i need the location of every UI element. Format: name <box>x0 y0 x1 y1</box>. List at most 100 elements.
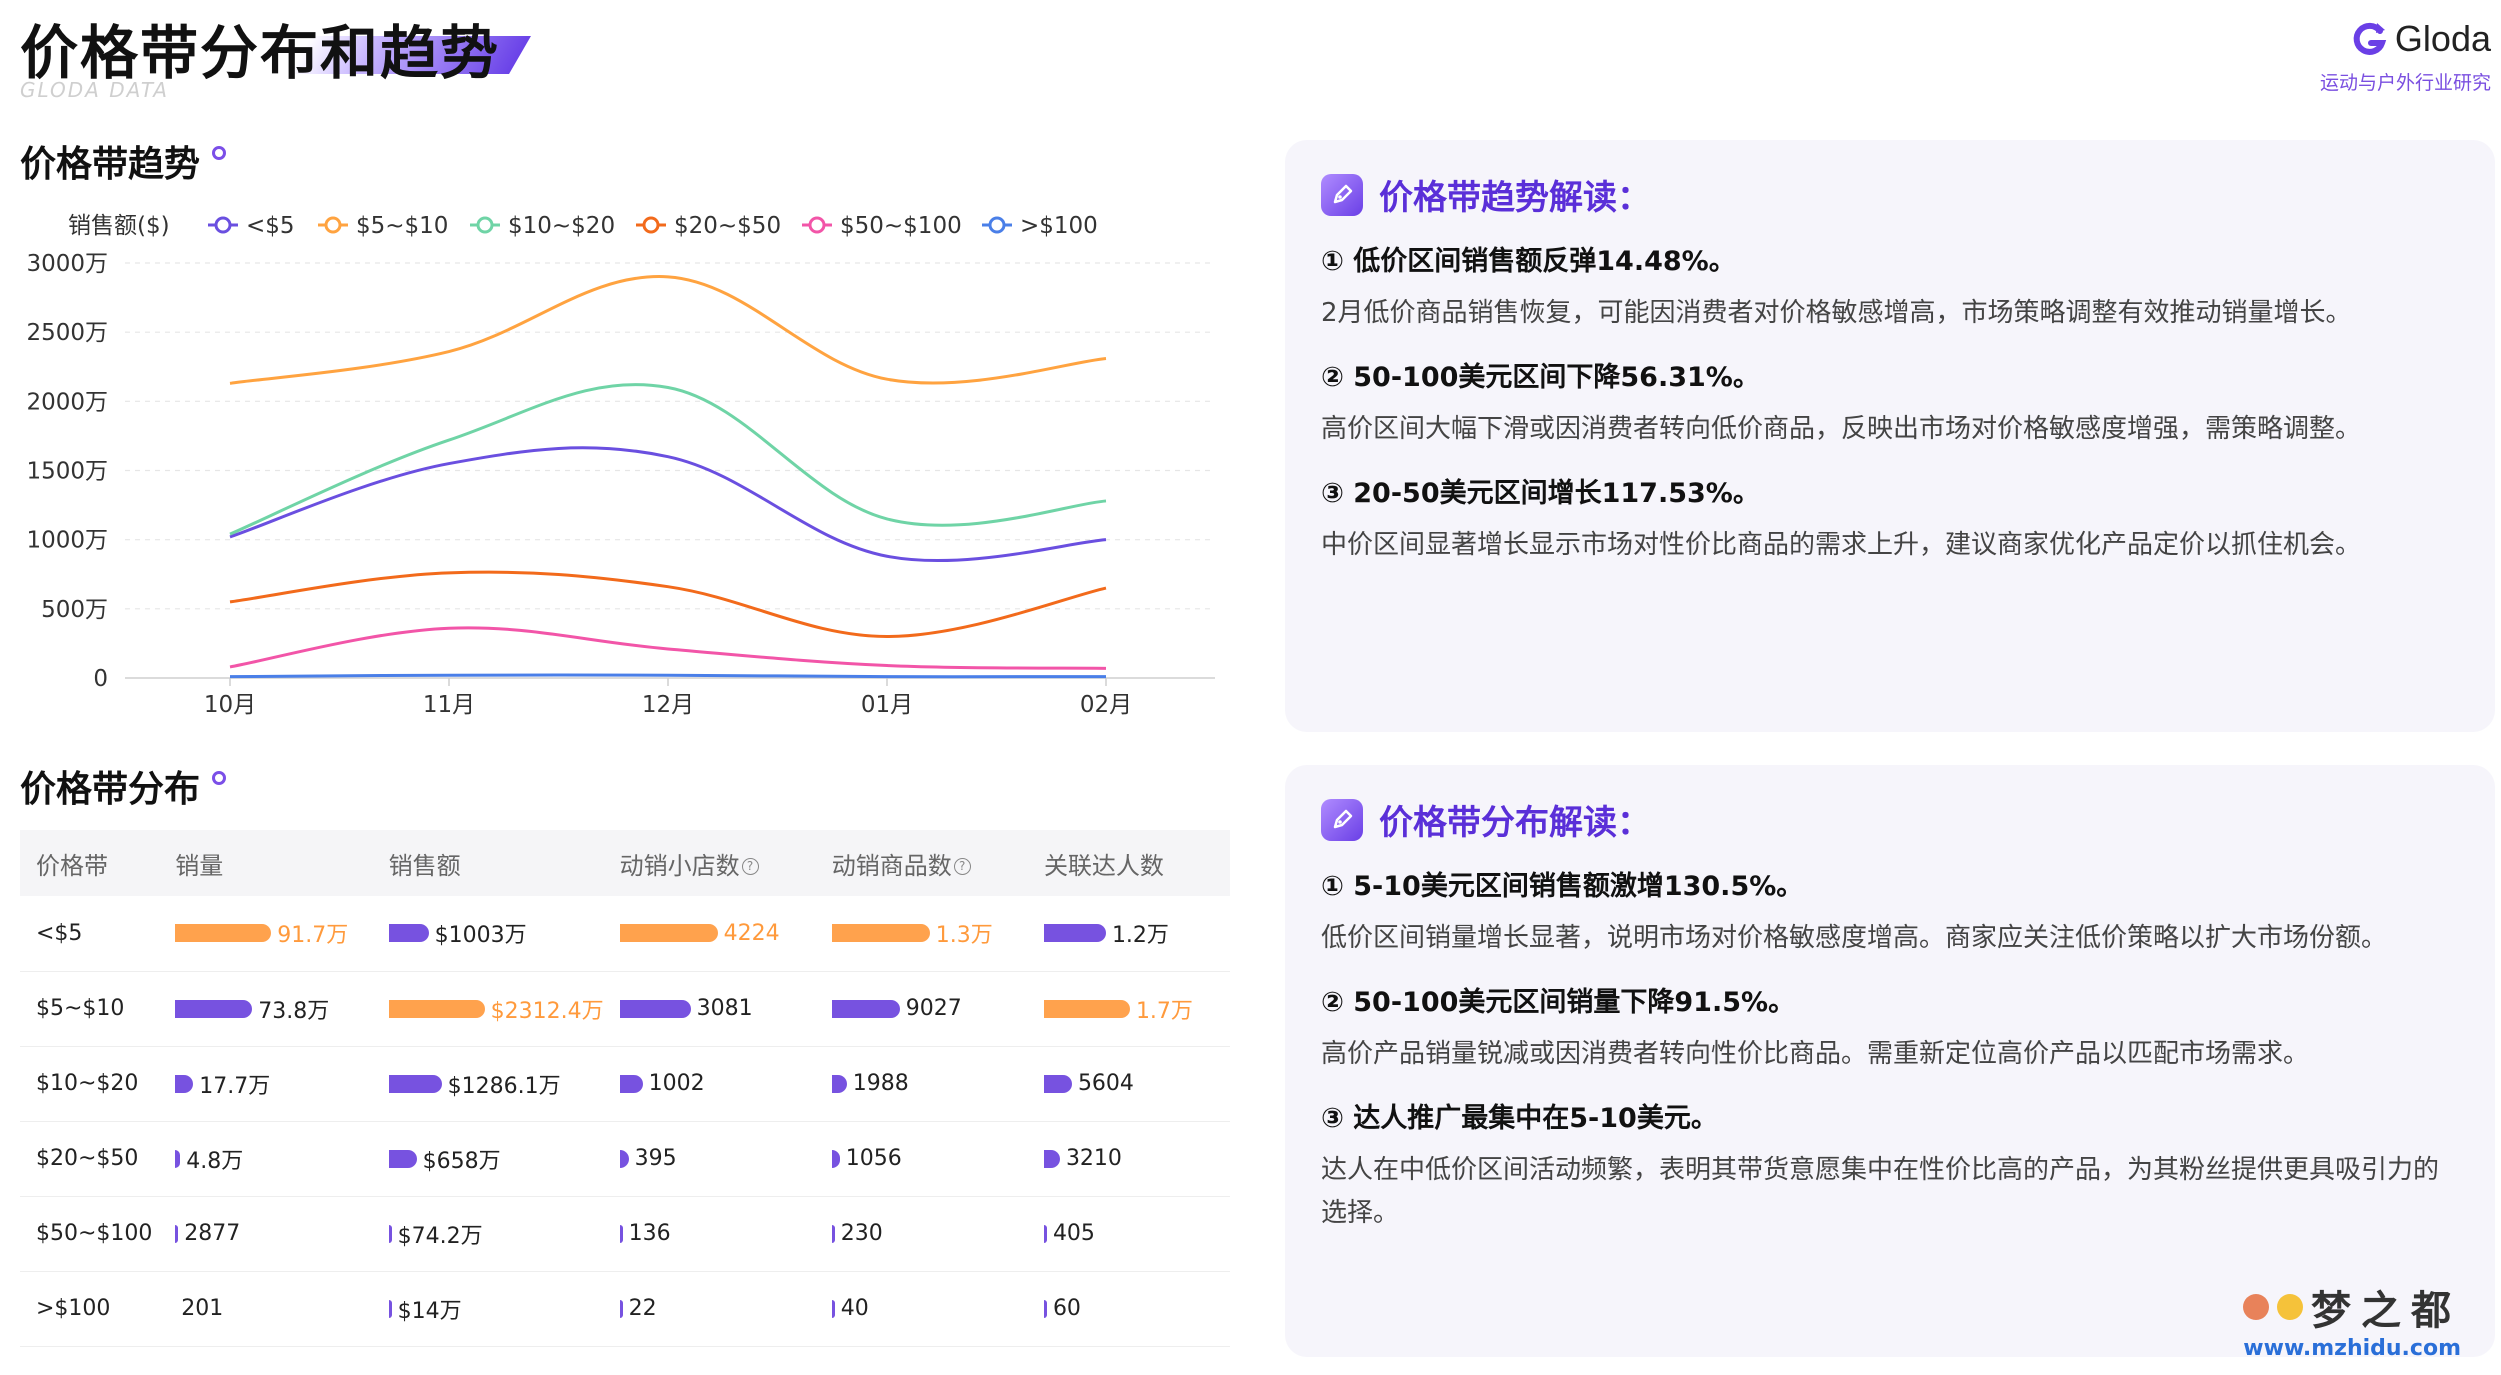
value-bar <box>619 999 691 1018</box>
page-title: 价格带分布和趋势 <box>20 19 501 87</box>
value-cell: 201 <box>159 1271 373 1347</box>
table-row: >$100 201 $14万 22 40 60 <box>20 1271 1230 1347</box>
legend-label: $50~$100 <box>840 213 962 239</box>
info-icon[interactable]: ? <box>741 858 759 875</box>
value-cell: 395 <box>603 1121 816 1197</box>
legend-marker <box>476 216 494 234</box>
value-label: $1003万 <box>434 923 527 949</box>
value-label: 4224 <box>723 920 780 946</box>
watermark-url: www.mzhidu.com <box>2243 1336 2461 1361</box>
value-label: 91.7万 <box>277 923 349 949</box>
x-tick-label: 12月 <box>642 692 694 718</box>
series-line <box>229 570 1107 639</box>
table-row: $50~$100 2877 $74.2万 136 230 405 <box>20 1196 1230 1272</box>
series-line <box>229 673 1107 679</box>
value-bar <box>1043 1299 1047 1318</box>
value-cell: 4.8万 <box>159 1121 373 1197</box>
legend-label: $10~$20 <box>508 213 615 239</box>
value-cell: 2877 <box>159 1196 373 1272</box>
value-label: 230 <box>840 1221 883 1246</box>
y-tick-label: 2000万 <box>26 389 108 415</box>
value-label: 1.7万 <box>1135 998 1193 1024</box>
legend-marker <box>988 216 1006 234</box>
legend-item: >$100 <box>982 213 1098 239</box>
value-label: $14万 <box>397 1298 462 1324</box>
column-header: 销量 <box>159 830 373 896</box>
value-bar <box>175 924 272 943</box>
value-cell: 5604 <box>1027 1046 1230 1122</box>
value-bar <box>388 1149 417 1168</box>
column-header: 销售额 <box>372 830 604 896</box>
table-body: <$5 91.7万 $1003万 4224 1.3万 1.2万 $5~$10 73.8万 $23… <box>20 896 1230 1347</box>
table-row: $5~$10 73.8万 $2312.4万 3081 9027 1.7万 <box>20 971 1230 1047</box>
legend-label: <$5 <box>246 213 295 239</box>
value-label: $1286.1万 <box>447 1073 561 1099</box>
value-label: 1988 <box>852 1071 909 1096</box>
insight-heading: ② 50-100美元区间下降56.31%。 <box>1321 362 1760 393</box>
legend-marker <box>642 216 660 234</box>
value-label: 2877 <box>184 1221 241 1246</box>
value-cell: 230 <box>815 1196 1028 1272</box>
page-subtitle: GLODA DATA <box>20 78 169 102</box>
value-label: 136 <box>628 1221 671 1246</box>
info-icon[interactable]: ? <box>953 858 971 875</box>
column-header: 价格带 <box>20 830 160 896</box>
value-label: 3210 <box>1065 1146 1122 1171</box>
face-icon <box>2277 1294 2303 1320</box>
price-band-cell: >$100 <box>20 1271 160 1347</box>
table-header-row: 价格带 销量 销售额 动销小店数? 动销商品数? 关联达人数 <box>20 830 1230 896</box>
insight-description: 高价产品销量锐减或因消费者转向性价比商品。需重新定位高价产品以匹配市场需求。 <box>1321 1039 2310 1069</box>
value-cell: 22 <box>603 1271 816 1347</box>
value-bar <box>1043 1224 1047 1243</box>
insight-description: 2月低价商品销售恢复，可能因消费者对价格敏感增高，市场策略调整有效推动销量增长。 <box>1321 298 2352 328</box>
trend-section-title: 价格带趋势 <box>20 135 227 187</box>
price-band-cell: $10~$20 <box>20 1046 160 1122</box>
series-line <box>229 446 1107 563</box>
value-cell: 3210 <box>1027 1121 1230 1197</box>
value-cell: 9027 <box>815 971 1028 1047</box>
y-tick-label: 0 <box>93 666 108 692</box>
gloda-logo-icon <box>2353 22 2387 55</box>
x-tick-label: 01月 <box>861 692 913 718</box>
column-header: 动销小店数? <box>603 830 816 896</box>
value-bar <box>1043 924 1106 943</box>
value-bar <box>388 1224 392 1243</box>
card-title: 价格带趋势解读： <box>1379 178 1651 218</box>
value-cell: $2312.4万 <box>372 971 604 1047</box>
value-cell: 17.7万 <box>159 1046 373 1122</box>
value-label: 5604 <box>1077 1071 1134 1096</box>
y-tick-label: 1500万 <box>26 459 108 485</box>
legend-item: $50~$100 <box>802 213 962 239</box>
value-cell: $658万 <box>372 1121 604 1197</box>
distribution-section-title: 价格带分布 <box>20 760 227 812</box>
value-cell: $74.2万 <box>372 1196 604 1272</box>
x-tick-label: 11月 <box>423 692 475 718</box>
value-label: $2312.4万 <box>490 998 604 1024</box>
value-label: 1.2万 <box>1111 923 1169 949</box>
insight-heading: ③ 20-50美元区间增长117.53%。 <box>1321 478 1760 509</box>
value-cell: 1002 <box>603 1046 816 1122</box>
table-row: $10~$20 17.7万 $1286.1万 1002 1988 5604 <box>20 1046 1230 1122</box>
value-cell: 405 <box>1027 1196 1230 1272</box>
value-label: 17.7万 <box>199 1073 271 1099</box>
price-band-table: 价格带 销量 销售额 动销小店数? 动销商品数? 关联达人数 <$5 91.7万 $1003万… <box>20 830 1230 1347</box>
insight-description: 达人在中低价区间活动频繁，表明其带货意愿集中在性价比高的产品，为其粉丝提供更具吸… <box>1321 1155 2440 1228</box>
value-label: 60 <box>1052 1296 1081 1321</box>
value-cell: $14万 <box>372 1271 604 1347</box>
value-bar <box>619 1149 629 1168</box>
value-cell: 60 <box>1027 1271 1230 1347</box>
value-label: 1056 <box>845 1146 902 1171</box>
value-label: 73.8万 <box>258 998 330 1024</box>
value-bar <box>175 1074 194 1093</box>
value-bar <box>388 1299 392 1318</box>
value-label: 201 <box>181 1296 224 1321</box>
value-bar <box>831 1149 840 1168</box>
price-band-cell: $20~$50 <box>20 1121 160 1197</box>
table-row: <$5 91.7万 $1003万 4224 1.3万 1.2万 <box>20 896 1230 972</box>
insight-description: 低价区间销量增长显著，说明市场对价格敏感度增高。商家应关注低价策略以扩大市场份额… <box>1321 923 2388 953</box>
insight-description: 高价区间大幅下滑或因消费者转向低价商品，反映出市场对价格敏感度增强，需策略调整。 <box>1321 414 2362 444</box>
face-icon <box>2243 1294 2269 1320</box>
dot-icon <box>212 771 227 785</box>
value-label: $74.2万 <box>397 1223 483 1249</box>
value-label: 22 <box>628 1296 657 1321</box>
